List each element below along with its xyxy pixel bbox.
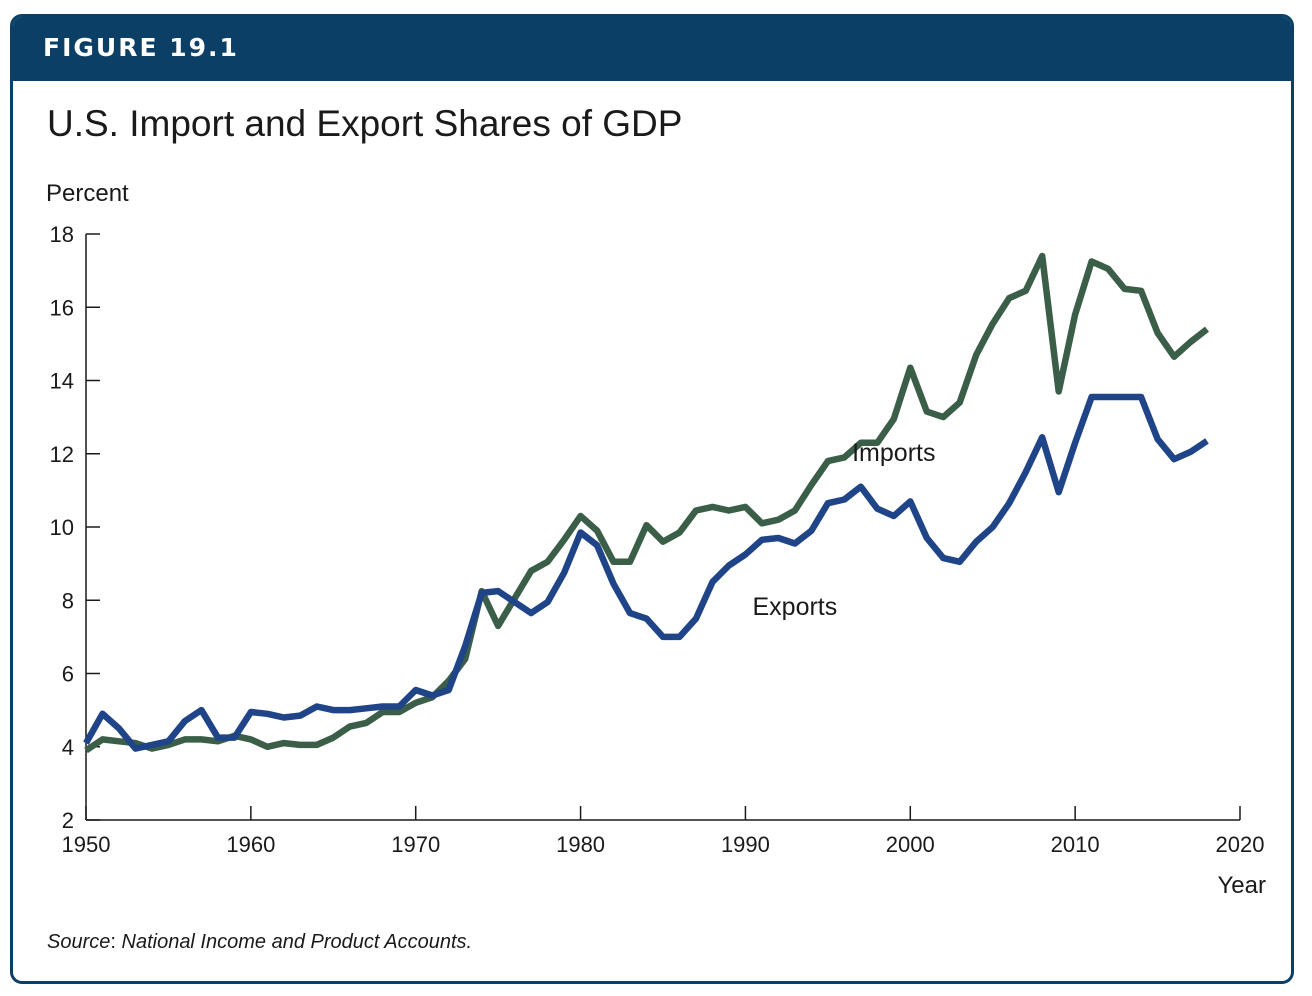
annotation-imports: Imports bbox=[852, 439, 935, 467]
x-tick-label: 2010 bbox=[1051, 832, 1100, 857]
source-separator: : bbox=[110, 931, 122, 953]
figure-label: FIGURE 19.1 bbox=[43, 33, 239, 62]
y-tick-label: 4 bbox=[62, 735, 74, 760]
y-tick-label: 8 bbox=[62, 588, 74, 613]
x-tick-label: 1960 bbox=[226, 832, 275, 857]
x-axis-label: Year bbox=[1218, 872, 1267, 899]
x-tick-label: 1950 bbox=[62, 832, 111, 857]
source-label: Source bbox=[47, 931, 111, 953]
series-line-imports bbox=[84, 252, 1209, 754]
annotation-exports: Exports bbox=[753, 593, 838, 621]
figure-frame: FIGURE 19.1 U.S. Import and Export Share… bbox=[10, 14, 1294, 984]
figure-header-bar: FIGURE 19.1 bbox=[13, 17, 1291, 81]
x-tick-label: 2020 bbox=[1216, 832, 1265, 857]
y-axis-label: Percent bbox=[46, 180, 129, 207]
x-tick-label: 1970 bbox=[391, 832, 440, 857]
chart-title: U.S. Import and Export Shares of GDP bbox=[47, 103, 683, 144]
source-text: National Income and Product Accounts. bbox=[121, 931, 473, 953]
y-tick-label: 2 bbox=[62, 808, 74, 833]
y-tick-label: 12 bbox=[50, 442, 74, 467]
source-note: Source: National Income and Product Acco… bbox=[47, 931, 472, 954]
x-tick-label: 1980 bbox=[556, 832, 605, 857]
x-tick-label: 2000 bbox=[886, 832, 935, 857]
y-tick-label: 10 bbox=[50, 515, 74, 540]
y-tick-label: 14 bbox=[50, 369, 74, 394]
series-line-exports bbox=[83, 393, 1209, 752]
y-tick-label: 18 bbox=[50, 222, 74, 247]
y-tick-label: 16 bbox=[50, 295, 74, 320]
y-tick-label: 6 bbox=[62, 662, 74, 687]
x-tick-label: 1990 bbox=[721, 832, 770, 857]
